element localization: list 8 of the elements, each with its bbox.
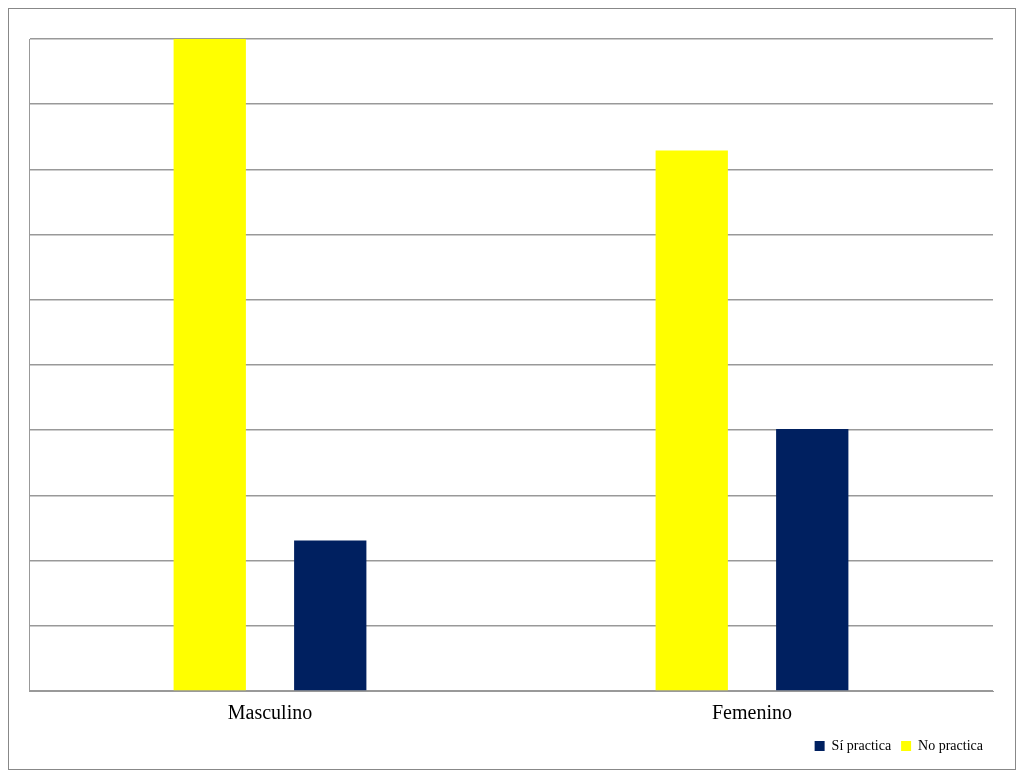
legend-label: No practica	[918, 737, 984, 753]
x-tick-label: Masculino	[227, 701, 313, 724]
bar	[294, 540, 367, 691]
bar	[776, 428, 849, 691]
bar	[173, 39, 246, 691]
bar	[655, 150, 728, 691]
legend-label: Sí practica	[831, 737, 892, 753]
x-tick-label: Femenino	[712, 701, 792, 724]
